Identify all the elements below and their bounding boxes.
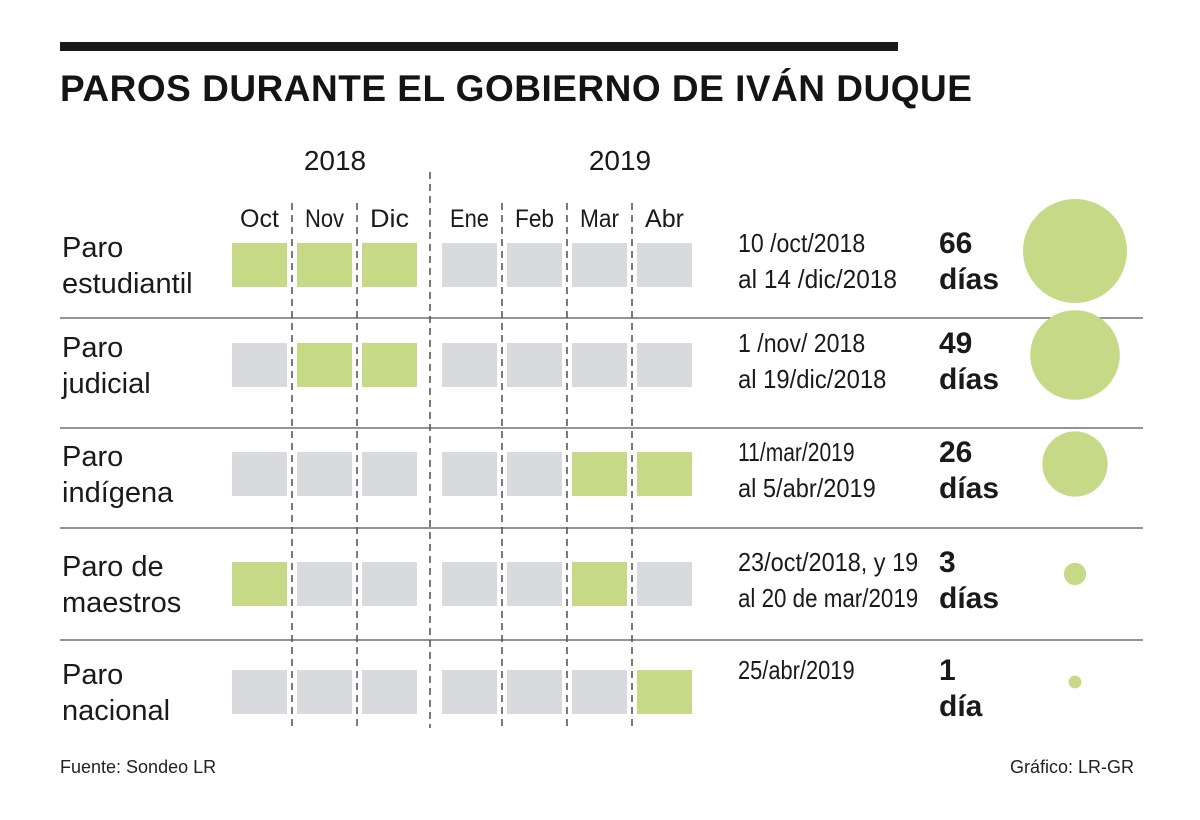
inactive-month-cell xyxy=(637,562,692,606)
inactive-month-cell xyxy=(507,562,562,606)
inactive-month-cell xyxy=(637,343,692,387)
month-label: Feb xyxy=(515,205,554,233)
date-range-text: 1 /nov/ 2018 xyxy=(738,328,865,358)
days-label: 3 xyxy=(939,546,956,579)
inactive-month-cell xyxy=(362,452,417,496)
inactive-month-cell xyxy=(637,243,692,287)
inactive-month-cell xyxy=(507,243,562,287)
inactive-month-cell xyxy=(442,562,497,606)
days-label: días xyxy=(939,582,999,615)
row-label: Paro de xyxy=(62,551,164,583)
date-range-text: al 5/abr/2019 xyxy=(738,473,876,503)
inactive-month-cell xyxy=(232,670,287,714)
active-month-cell xyxy=(572,562,627,606)
inactive-month-cell xyxy=(232,343,287,387)
days-label: 49 xyxy=(939,327,972,360)
days-label: días xyxy=(939,472,999,505)
inactive-month-cell xyxy=(572,343,627,387)
inactive-month-cell xyxy=(297,670,352,714)
inactive-month-cell xyxy=(297,452,352,496)
date-range-text: al 19/dic/2018 xyxy=(738,364,886,394)
inactive-month-cell xyxy=(297,562,352,606)
active-month-cell xyxy=(362,243,417,287)
month-label: Oct xyxy=(240,205,279,233)
row-label: nacional xyxy=(62,695,170,727)
days-circle xyxy=(1063,562,1087,586)
inactive-month-cell xyxy=(362,670,417,714)
active-month-cell xyxy=(297,243,352,287)
days-label: 1 xyxy=(939,654,956,687)
year-label: 2019 xyxy=(589,145,651,176)
year-label: 2018 xyxy=(304,145,366,176)
row-label: Paro xyxy=(62,659,123,691)
row-label: indígena xyxy=(62,477,174,509)
active-month-cell xyxy=(637,452,692,496)
date-range-text: 25/abr/2019 xyxy=(738,655,855,685)
source-note: Fuente: Sondeo LR xyxy=(60,757,217,777)
month-label: Nov xyxy=(305,205,344,233)
inactive-month-cell xyxy=(572,670,627,714)
inactive-month-cell xyxy=(507,670,562,714)
month-label: Dic xyxy=(370,205,409,233)
credit-note: Gráfico: LR-GR xyxy=(1009,757,1134,777)
inactive-month-cell xyxy=(442,670,497,714)
date-range-text: al 14 /dic/2018 xyxy=(738,264,897,294)
chart-title: PAROS DURANTE EL GOBIERNO DE IVÁN DUQUE xyxy=(60,68,973,109)
days-label: día xyxy=(939,690,983,723)
days-label: 26 xyxy=(939,436,972,469)
inactive-month-cell xyxy=(507,452,562,496)
active-month-cell xyxy=(297,343,352,387)
inactive-month-cell xyxy=(507,343,562,387)
active-month-cell xyxy=(637,670,692,714)
active-month-cell xyxy=(362,343,417,387)
days-circle xyxy=(1068,675,1082,689)
days-circle xyxy=(1042,431,1108,497)
inactive-month-cell xyxy=(362,562,417,606)
row-label: estudiantil xyxy=(62,268,193,300)
days-circle xyxy=(1023,199,1127,303)
month-label: Mar xyxy=(580,205,619,233)
row-label: maestros xyxy=(62,587,181,619)
days-circle xyxy=(1030,310,1120,400)
days-label: días xyxy=(939,263,999,296)
inactive-month-cell xyxy=(232,452,287,496)
row-label: Paro xyxy=(62,441,123,473)
month-label: Ene xyxy=(450,205,489,233)
row-label: Paro xyxy=(62,232,123,264)
inactive-month-cell xyxy=(442,243,497,287)
inactive-month-cell xyxy=(442,452,497,496)
date-range-text: 23/oct/2018, y 19 xyxy=(738,547,918,577)
row-label: Paro xyxy=(62,332,123,364)
active-month-cell xyxy=(572,452,627,496)
date-range-text: 10 /oct/2018 xyxy=(738,228,865,258)
active-month-cell xyxy=(232,562,287,606)
active-month-cell xyxy=(232,243,287,287)
date-range-text: 11/mar/2019 xyxy=(738,437,855,467)
row-label: judicial xyxy=(61,368,151,400)
inactive-month-cell xyxy=(442,343,497,387)
inactive-month-cell xyxy=(572,243,627,287)
date-range-text: al 20 de mar/2019 xyxy=(738,583,918,613)
days-label: días xyxy=(939,363,999,396)
month-label: Abr xyxy=(645,205,684,233)
title-rule xyxy=(60,42,898,51)
days-label: 66 xyxy=(939,227,972,260)
